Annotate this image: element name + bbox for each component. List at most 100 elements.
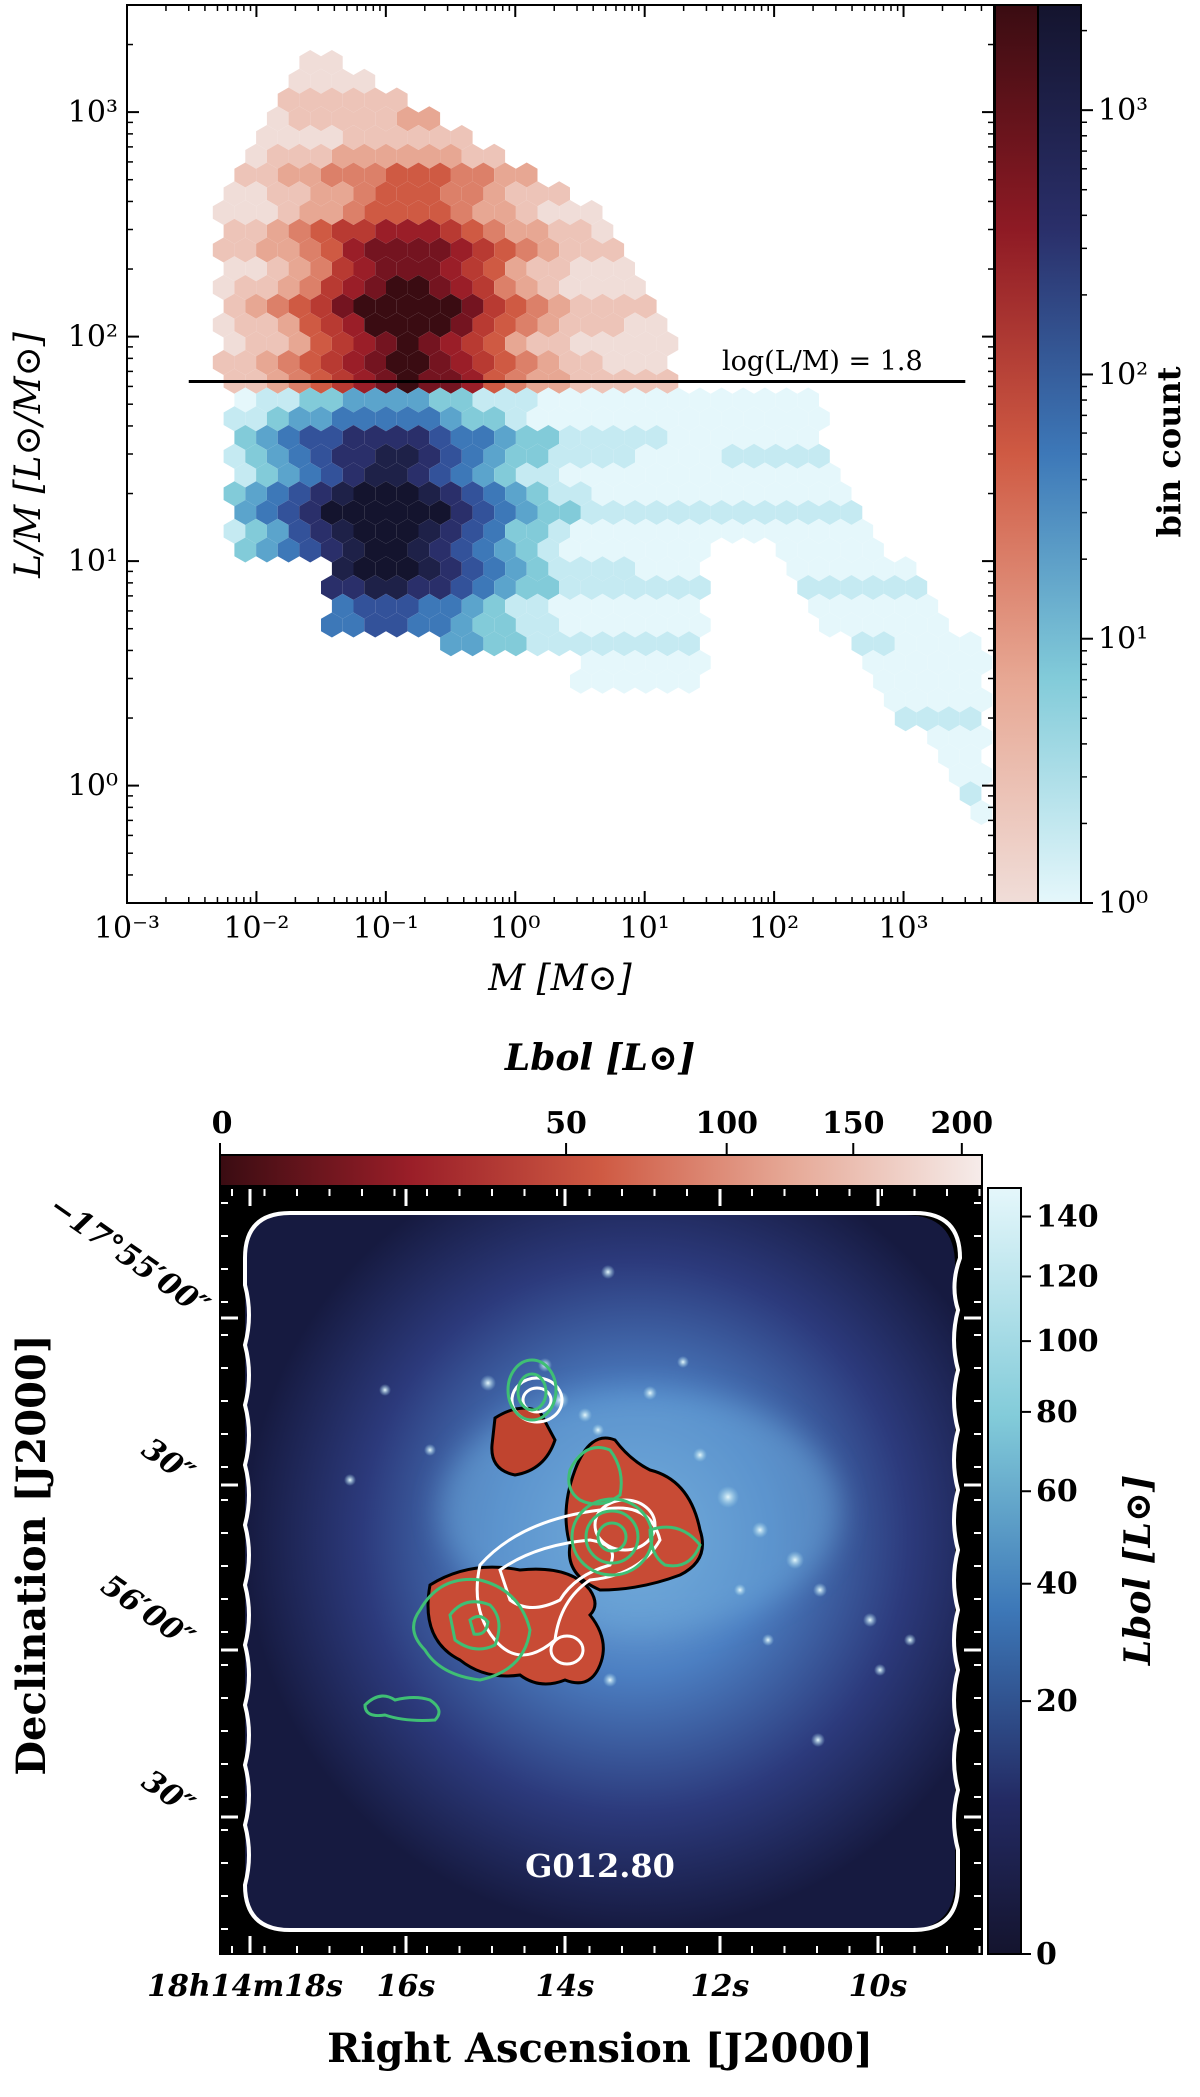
hex-cell (461, 518, 484, 544)
hex-cell (559, 350, 581, 375)
hex-cell (331, 143, 354, 169)
hex-cell (277, 125, 300, 150)
hex-cell (375, 593, 397, 619)
point-source (717, 1486, 739, 1508)
hex-cell (342, 425, 365, 450)
hex-cell (580, 575, 603, 600)
hex-cell (743, 443, 765, 469)
hex-cell (927, 650, 949, 675)
hex-cell (635, 481, 657, 507)
hex-cell (624, 650, 646, 675)
hex-cell (386, 87, 408, 113)
lbol-top-colorbar: 0 50 100 150 200 Lbol [L⊙] (212, 1037, 993, 1187)
hex-cell (515, 350, 538, 375)
hex-cell (407, 575, 430, 600)
hex-cell (645, 462, 668, 488)
hex-cell (483, 443, 506, 469)
hex-cell (321, 312, 343, 338)
x-tick-label: 10⁻³ (94, 911, 160, 946)
hex-cell (808, 443, 830, 469)
hex-cell (613, 331, 635, 357)
hex-cell (754, 462, 776, 488)
hex-cell (277, 500, 300, 525)
hex-cell (299, 537, 321, 563)
hex-cell (732, 425, 754, 450)
right-colorbar-tick-label: 80 (1036, 1395, 1078, 1430)
hex-cell (829, 593, 852, 619)
hex-cell (645, 312, 668, 338)
point-source (677, 1356, 689, 1368)
hex-cell (461, 143, 484, 169)
hex-cell (461, 443, 484, 469)
hex-cell (407, 387, 430, 413)
hex-cell (310, 106, 332, 132)
hex-cell (386, 537, 408, 563)
hex-cell (440, 181, 462, 207)
hex-cell (364, 537, 386, 563)
hex-cell (656, 631, 679, 657)
hex-cell (472, 500, 495, 525)
hex-cell (299, 50, 321, 75)
hex-cell (732, 500, 754, 525)
hex-cell (321, 237, 343, 263)
hex-cell (624, 500, 646, 525)
hex-cell (310, 218, 332, 244)
hex-cell (256, 537, 278, 563)
hex-cell (256, 200, 278, 225)
hex-cell (429, 462, 451, 488)
hex-cell (602, 275, 625, 300)
hex-cell (386, 575, 408, 600)
hex-cell (342, 162, 365, 188)
hex-cell (851, 518, 874, 544)
hex-cell (321, 275, 343, 300)
hex-cell (299, 312, 321, 338)
hex-cell (505, 406, 527, 432)
hex-cell (894, 668, 917, 694)
top-colorbar-tick-label: 0 (212, 1106, 233, 1141)
right-colorbar-tick-label: 120 (1036, 1259, 1099, 1294)
top-colorbar-gradient (219, 1154, 983, 1187)
hex-cell (808, 518, 830, 544)
hex-cell (656, 443, 679, 469)
y-tick-label: 10¹ (68, 544, 118, 579)
hex-cell (331, 556, 354, 582)
hex-cell (321, 125, 343, 150)
hex-cell (656, 518, 679, 544)
sky-image (242, 1211, 963, 1932)
hex-cell (515, 462, 538, 488)
top-colorbar-tick-label: 100 (695, 1106, 758, 1141)
hex-cell (494, 162, 516, 188)
hex-cell (678, 631, 700, 657)
hex-cell (635, 593, 657, 619)
hex-cell (689, 462, 711, 488)
hex-cell (905, 612, 928, 638)
hex-cell (342, 462, 365, 488)
hex-cell (537, 312, 560, 338)
hex-cell (386, 350, 408, 375)
hex-cell (364, 237, 386, 263)
hex-cell (375, 256, 397, 282)
hex-cell (472, 275, 495, 300)
hex-cell (678, 556, 700, 582)
hex-cell (591, 556, 614, 582)
hex-cell (353, 593, 376, 619)
hex-cell (526, 331, 549, 357)
hex-cell (440, 556, 462, 582)
hex-cell (537, 275, 560, 300)
hex-cell (580, 425, 603, 450)
hex-cell (526, 406, 549, 432)
hex-cell (699, 406, 722, 432)
hex-cell (970, 800, 993, 825)
hex-cell (613, 481, 635, 507)
hex-cell (851, 593, 874, 619)
white-contour (549, 1634, 585, 1666)
hex-cell (591, 518, 614, 544)
hex-cell (364, 87, 386, 113)
hex-cell (364, 462, 386, 488)
hex-cell (710, 387, 733, 413)
hex-cell (472, 425, 495, 450)
hex-cell (483, 256, 506, 282)
hex-cell (331, 443, 354, 469)
hex-cell (342, 237, 365, 263)
hex-cell (678, 481, 700, 507)
